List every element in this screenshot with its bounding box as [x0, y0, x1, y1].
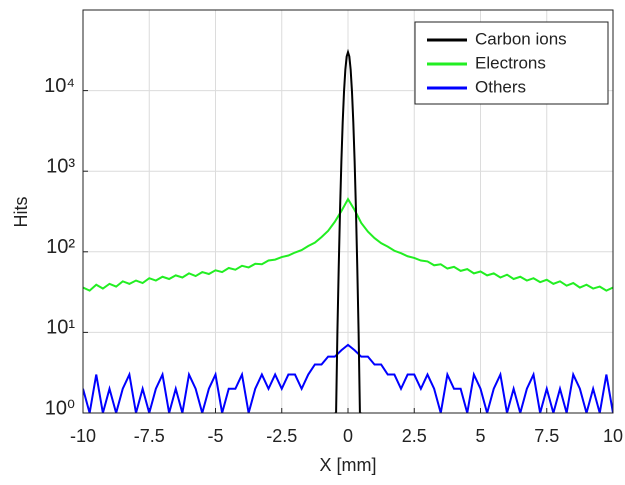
- legend-label: Others: [475, 77, 526, 96]
- y-tick-label: 10⁴: [44, 75, 75, 97]
- x-tick-label: 2.5: [402, 426, 427, 446]
- x-tick-label: -7.5: [134, 426, 165, 446]
- x-tick-label: 0: [343, 426, 353, 446]
- x-tick-label: 5: [475, 426, 485, 446]
- y-tick-label: 10²: [46, 236, 75, 258]
- plot-frame: [82, 9, 614, 414]
- data-line: [83, 197, 613, 292]
- legend-label: Carbon ions: [475, 29, 567, 48]
- x-tick-label: -5: [207, 426, 223, 446]
- y-tick-label: 10⁰: [45, 397, 75, 419]
- data-line: [83, 343, 613, 413]
- x-axis-label: X [mm]: [320, 455, 377, 475]
- x-tick-label: 7.5: [534, 426, 559, 446]
- y-axis-label: Hits: [11, 197, 31, 228]
- y-tick-label: 10³: [46, 155, 75, 177]
- x-tick-label: -2.5: [266, 426, 297, 446]
- legend-box: [414, 21, 609, 105]
- legend-label: Electrons: [475, 53, 546, 72]
- y-tick-label: 10¹: [46, 317, 75, 339]
- data-line: [334, 48, 362, 413]
- x-tick-label: -10: [70, 426, 96, 446]
- x-tick-label: 10: [603, 426, 623, 446]
